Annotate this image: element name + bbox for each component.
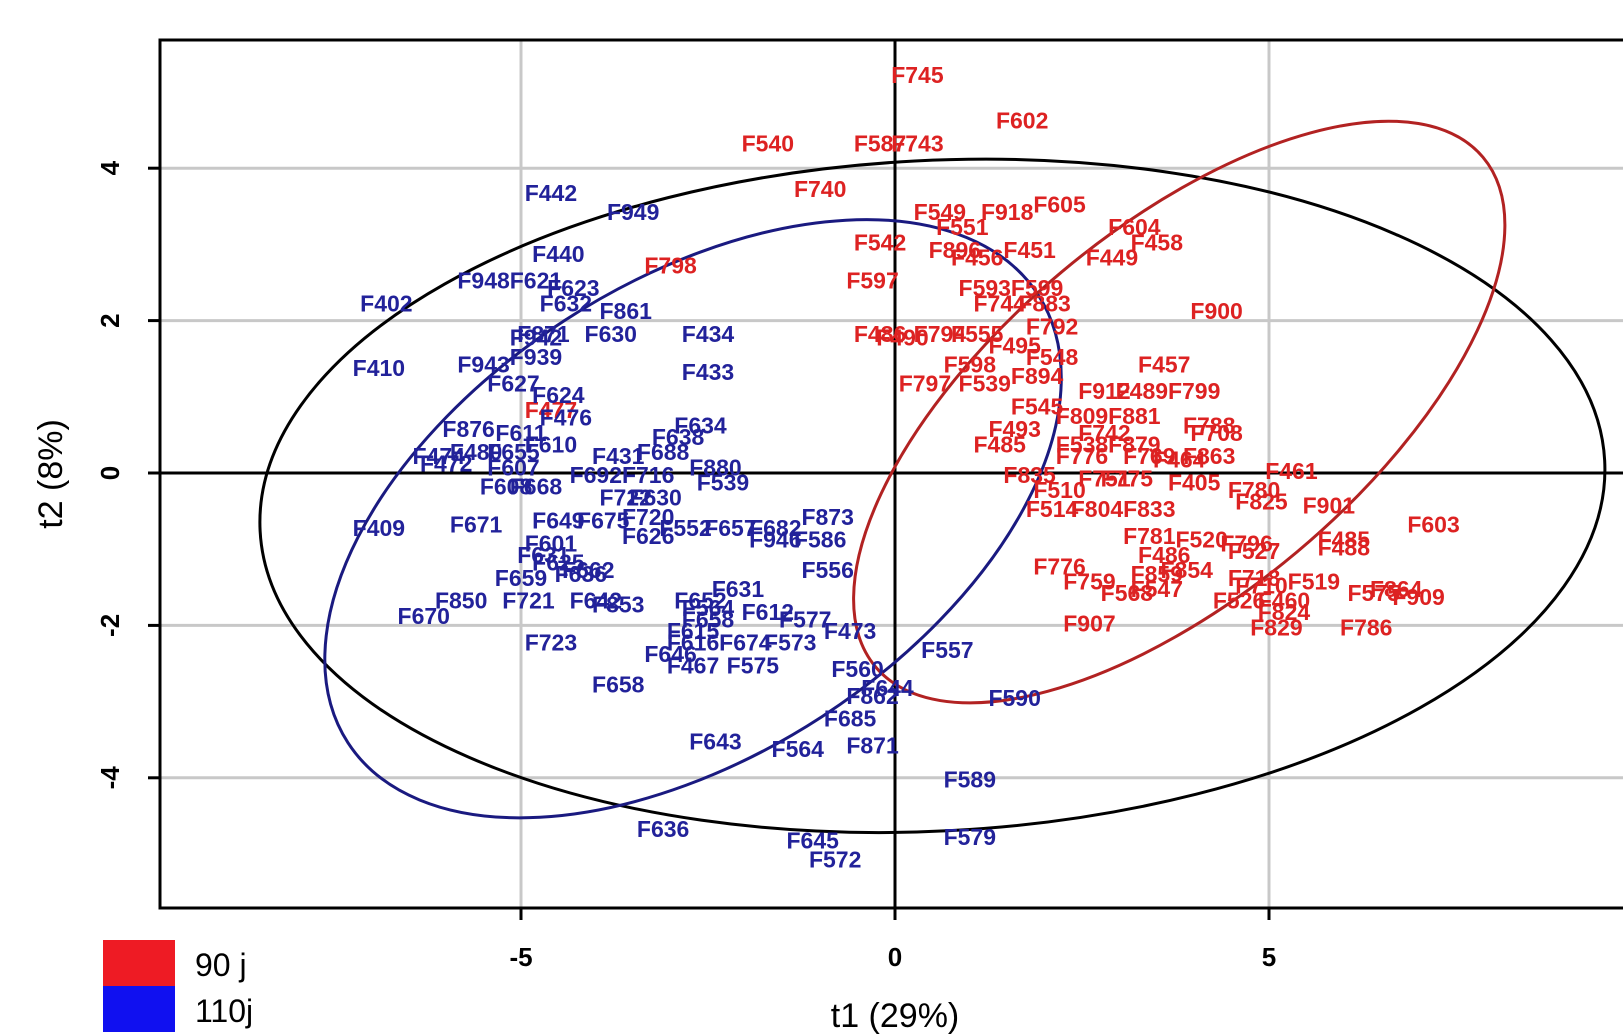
point-label: F556: [801, 557, 853, 583]
point-label: F786: [1340, 614, 1392, 640]
y-tick-label: -4: [95, 766, 125, 790]
point-label: F603: [1407, 511, 1459, 537]
point-label: F557: [921, 637, 973, 663]
point-label: F626: [622, 523, 674, 549]
legend-label: 90 j: [195, 947, 247, 983]
point-label: F797: [899, 370, 951, 396]
point-label: F825: [1235, 489, 1288, 515]
point-label: F490: [876, 325, 928, 351]
y-tick-label: 0: [95, 466, 125, 480]
point-label: F405: [1168, 470, 1221, 496]
point-label: F939: [510, 344, 562, 370]
point-label: F575: [1348, 580, 1401, 606]
point-label: F685: [824, 706, 877, 732]
point-label: F473: [824, 618, 876, 644]
point-label: F489: [1116, 378, 1168, 404]
legend-swatch: [103, 986, 175, 1032]
point-label: F488: [1318, 534, 1371, 560]
point-label: F410: [353, 355, 405, 381]
point-label: F451: [1003, 237, 1056, 263]
point-label: F409: [353, 515, 405, 541]
point-label: F721: [502, 588, 555, 614]
point-label: F668: [510, 473, 563, 499]
point-label: F907: [1063, 610, 1115, 636]
x-tick-label: -5: [509, 942, 532, 972]
point-label: F743: [891, 130, 943, 156]
point-label: F632: [540, 290, 592, 316]
point-label: F540: [742, 130, 794, 156]
point-label: F539: [697, 470, 749, 496]
point-label: F901: [1303, 492, 1356, 518]
x-tick-label: 0: [888, 942, 902, 972]
point-label: F740: [794, 176, 846, 202]
point-label: F449: [1086, 245, 1138, 271]
score-points: F745F540 F587F743F602F740F549 F918 F605F604…: [353, 62, 1460, 873]
point-label: F457: [1138, 351, 1190, 377]
point-label: F456: [951, 245, 1003, 271]
legend-label: 110j: [195, 993, 253, 1029]
point-label: F564: [772, 736, 825, 762]
y-axis-label: t2 (8%): [32, 419, 70, 529]
point-label: F527: [1228, 538, 1280, 564]
point-label: F472: [420, 450, 472, 476]
point-label: F636: [555, 561, 607, 587]
point-label: F579: [944, 824, 996, 850]
x-tick-label: 5: [1262, 942, 1276, 972]
point-label: F643: [689, 729, 741, 755]
legend-swatch: [103, 940, 175, 986]
point-label: F605: [1033, 191, 1086, 217]
point-label: F467: [667, 652, 719, 678]
point-label: F658: [592, 671, 645, 697]
point-label: F829: [1250, 614, 1302, 640]
point-label: F572: [809, 847, 861, 873]
point-label: F948: [457, 268, 510, 294]
point-label: F909: [1392, 584, 1444, 610]
point-label: F476: [540, 405, 592, 431]
point-label: F723: [525, 630, 577, 656]
point-label: F871: [846, 732, 899, 758]
point-label: F442: [525, 180, 577, 206]
point-label: F589: [944, 767, 996, 793]
point-label: F949: [607, 199, 659, 225]
point-label: F900: [1190, 298, 1242, 324]
point-label: F434: [682, 321, 735, 347]
point-label: F433: [682, 359, 734, 385]
point-label: F402: [360, 290, 412, 316]
y-tick-label: 2: [95, 313, 125, 327]
point-label: F804: [1071, 496, 1124, 522]
point-label: F833: [1123, 496, 1175, 522]
point-label: F590: [988, 685, 1040, 711]
point-label: F440: [532, 241, 584, 267]
point-label: F745: [891, 62, 944, 88]
axis-ticks: -5 0 5 -4 -2 0 2 4: [95, 160, 1276, 972]
x-axis-label: t1 (29%): [831, 997, 960, 1035]
point-label: F671: [450, 511, 503, 537]
point-label: F485: [974, 431, 1027, 457]
point-label: F597: [846, 268, 898, 294]
point-label: F586: [794, 527, 846, 553]
point-label: F853: [592, 591, 644, 617]
point-label: F568: [1101, 580, 1154, 606]
point-label: F799: [1168, 378, 1220, 404]
point-label: F918: [981, 199, 1034, 225]
point-label: F539: [959, 370, 1011, 396]
point-label: F542: [854, 229, 906, 255]
point-label: F602: [996, 108, 1048, 134]
point-label: F636: [637, 816, 689, 842]
y-tick-label: -2: [95, 614, 125, 637]
point-label: F670: [398, 603, 450, 629]
point-label: F775: [1101, 466, 1154, 492]
point-label: F894: [1011, 363, 1064, 389]
y-tick-label: 4: [95, 160, 125, 175]
point-label: F575: [727, 652, 780, 678]
point-label: F630: [585, 321, 637, 347]
point-label: F458: [1131, 229, 1184, 255]
legend: 90 j 110j: [103, 940, 253, 1032]
point-label: F798: [644, 252, 697, 278]
